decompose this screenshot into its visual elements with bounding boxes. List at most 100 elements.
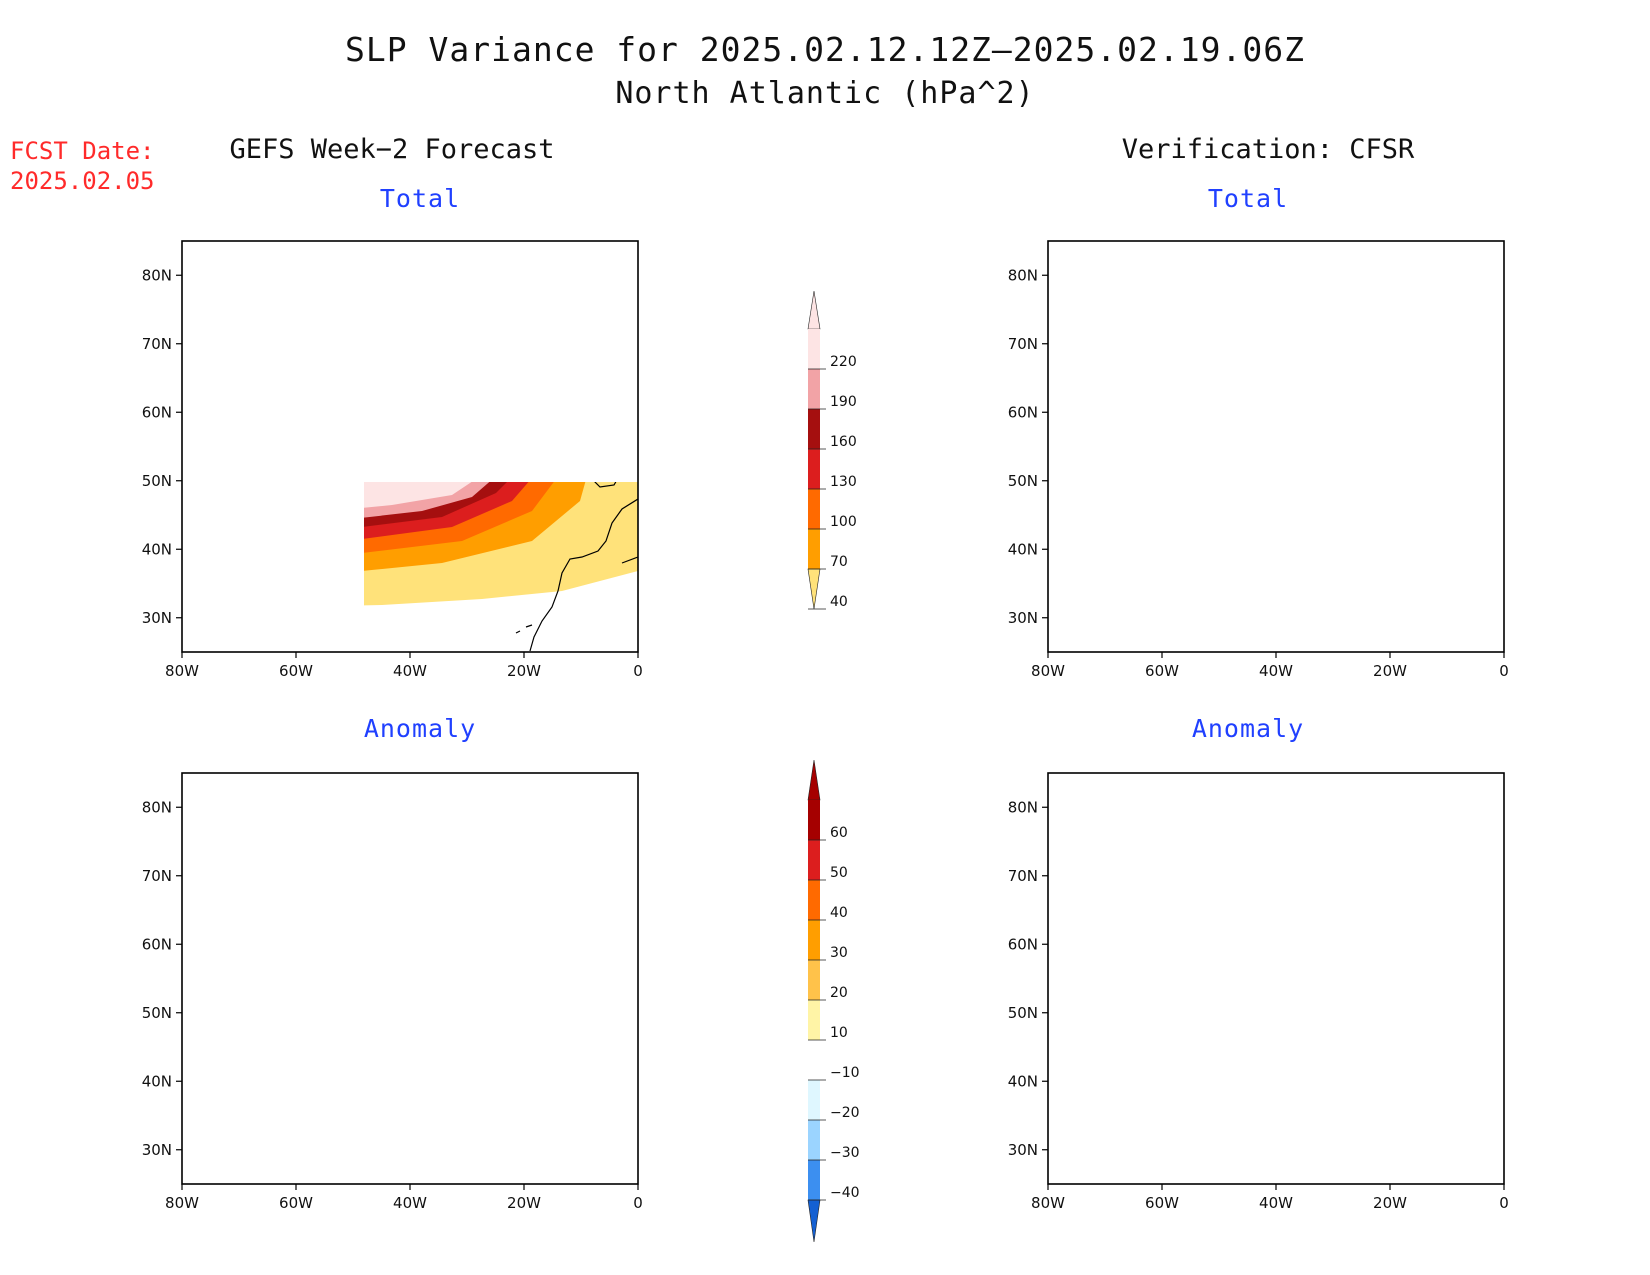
colorbar-swatch [808,920,820,960]
colorbar-swatch [808,880,820,920]
colorbar-arrow-top [807,290,821,330]
colorbar-label: 70 [830,554,848,570]
colorbar-swatch [808,1000,820,1040]
lat-tick-label: 30N [1008,1141,1038,1159]
lon-tick-label: 0 [1499,662,1509,680]
lat-tick-label: 70N [142,335,172,353]
colorbar-swatch [808,409,820,449]
colorbar-label: 130 [830,474,857,490]
map-frame [181,772,639,1185]
lon-tick-label: 20W [507,662,541,680]
panel-subtitle-verif-total: Total [1207,184,1289,213]
lon-tick-label: 0 [1499,1194,1509,1212]
panel-subtitle-verif-anomaly: Anomaly [1191,714,1305,743]
lon-tick-label: 0 [633,662,643,680]
fcst-date-block: FCST Date: 2025.02.05 [10,136,155,196]
colorbar-label: −40 [830,1185,860,1201]
colorbar-arrow-bottom [807,1199,821,1243]
lat-tick-label: 40N [1008,540,1038,558]
lat-tick-label: 40N [142,540,172,558]
lat-tick-label: 50N [1008,1004,1038,1022]
colorbar-swatch [808,840,820,880]
map-verification-total [1048,241,1504,652]
lat-tick-label: 60N [142,935,172,953]
colorbar-total: 220 190 160 130 100 70 40 [807,290,857,610]
figure-title: SLP Variance for 2025.02.12.12Z—2025.02.… [345,30,1305,69]
column-title-verification: Verification: CFSR [1121,134,1415,165]
lon-tick-label: 60W [1145,662,1179,680]
colorbar-arrow-bottom [807,568,821,610]
lon-tick-label: 20W [1373,1194,1407,1212]
colorbar-label: 60 [830,825,848,841]
colorbar-label: 20 [830,985,848,1001]
colorbar-label: −20 [830,1105,860,1121]
colorbar-label: 50 [830,865,848,881]
lat-tick-label: 50N [142,472,172,490]
axes-verif-anomaly: 80W 60W 40W 20W 0 30N 40N 50N 60N 70N 80N [1008,772,1509,1212]
figure-subtitle: North Atlantic (hPa^2) [615,76,1035,111]
colorbar-label: 220 [830,354,857,370]
lat-tick-label: 70N [142,867,172,885]
lon-tick-label: 40W [393,1194,427,1212]
colorbar-arrow-top [807,759,821,801]
lat-tick-label: 40N [1008,1072,1038,1090]
colorbar-swatch [808,800,820,840]
lat-tick-label: 60N [1008,403,1038,421]
lat-tick-label: 30N [142,1141,172,1159]
colorbar-label: 10 [830,1025,848,1041]
colorbar-label: 100 [830,514,857,530]
colorbar-swatch [808,529,820,569]
lat-tick-label: 60N [1008,935,1038,953]
colorbar-label: 160 [830,434,857,450]
fcst-date-label: FCST Date: [10,137,155,165]
colorbar-swatch [808,449,820,489]
lat-tick-label: 50N [1008,472,1038,490]
map-forecast-anomaly [182,773,638,1184]
lon-tick-label: 20W [1373,662,1407,680]
lon-tick-label: 80W [1031,1194,1065,1212]
lat-tick-label: 80N [142,798,172,816]
colorbar-swatch [808,369,820,409]
lon-tick-label: 0 [633,1194,643,1212]
column-title-forecast: GEFS Week−2 Forecast [229,134,555,165]
lat-tick-label: 70N [1008,867,1038,885]
lat-tick-label: 50N [142,1004,172,1022]
lon-tick-label: 80W [1031,662,1065,680]
colorbar-swatch [808,1080,820,1120]
axes-verif-total: 80W 60W 40W 20W 0 30N 40N 50N 60N 70N 80N [1008,240,1509,680]
colorbar-label: 40 [830,594,848,610]
axes-fcst-anomaly: 80W 60W 40W 20W 0 30N 40N 50N 60N 70N 80N [142,772,643,1212]
map-frame [1047,772,1505,1185]
lon-tick-label: 60W [279,1194,313,1212]
panel-subtitle-fcst-total: Total [379,184,461,213]
colorbar-label: 40 [830,905,848,921]
lat-tick-label: 30N [142,609,172,627]
lat-tick-label: 30N [1008,609,1038,627]
panel-subtitle-fcst-anomaly: Anomaly [363,714,477,743]
map-verification-anomaly [1048,773,1504,1184]
colorbar-label: −30 [830,1145,860,1161]
lon-tick-label: 80W [165,662,199,680]
colorbar-swatch [808,960,820,1000]
lat-tick-label: 40N [142,1072,172,1090]
colorbar-swatch [808,489,820,529]
colorbar-swatch [808,1160,820,1200]
lat-tick-label: 60N [142,403,172,421]
lat-tick-label: 80N [1008,798,1038,816]
fcst-date-value: 2025.02.05 [10,167,155,195]
colorbar-label: 30 [830,945,848,961]
colorbar-swatch [808,1120,820,1160]
map-forecast-total [364,482,639,652]
lat-tick-label: 70N [1008,335,1038,353]
lon-tick-label: 40W [1259,1194,1293,1212]
colorbar-label: 190 [830,394,857,410]
lon-tick-label: 60W [279,662,313,680]
axes-fcst-total: 80W 60W 40W 20W 0 30N 40N 50N 60N 70N 80N [142,240,643,680]
lon-tick-label: 20W [507,1194,541,1212]
lon-tick-label: 40W [393,662,427,680]
lon-tick-label: 80W [165,1194,199,1212]
lon-tick-label: 60W [1145,1194,1179,1212]
colorbar-label: −10 [830,1065,860,1081]
map-frame [1047,240,1505,653]
